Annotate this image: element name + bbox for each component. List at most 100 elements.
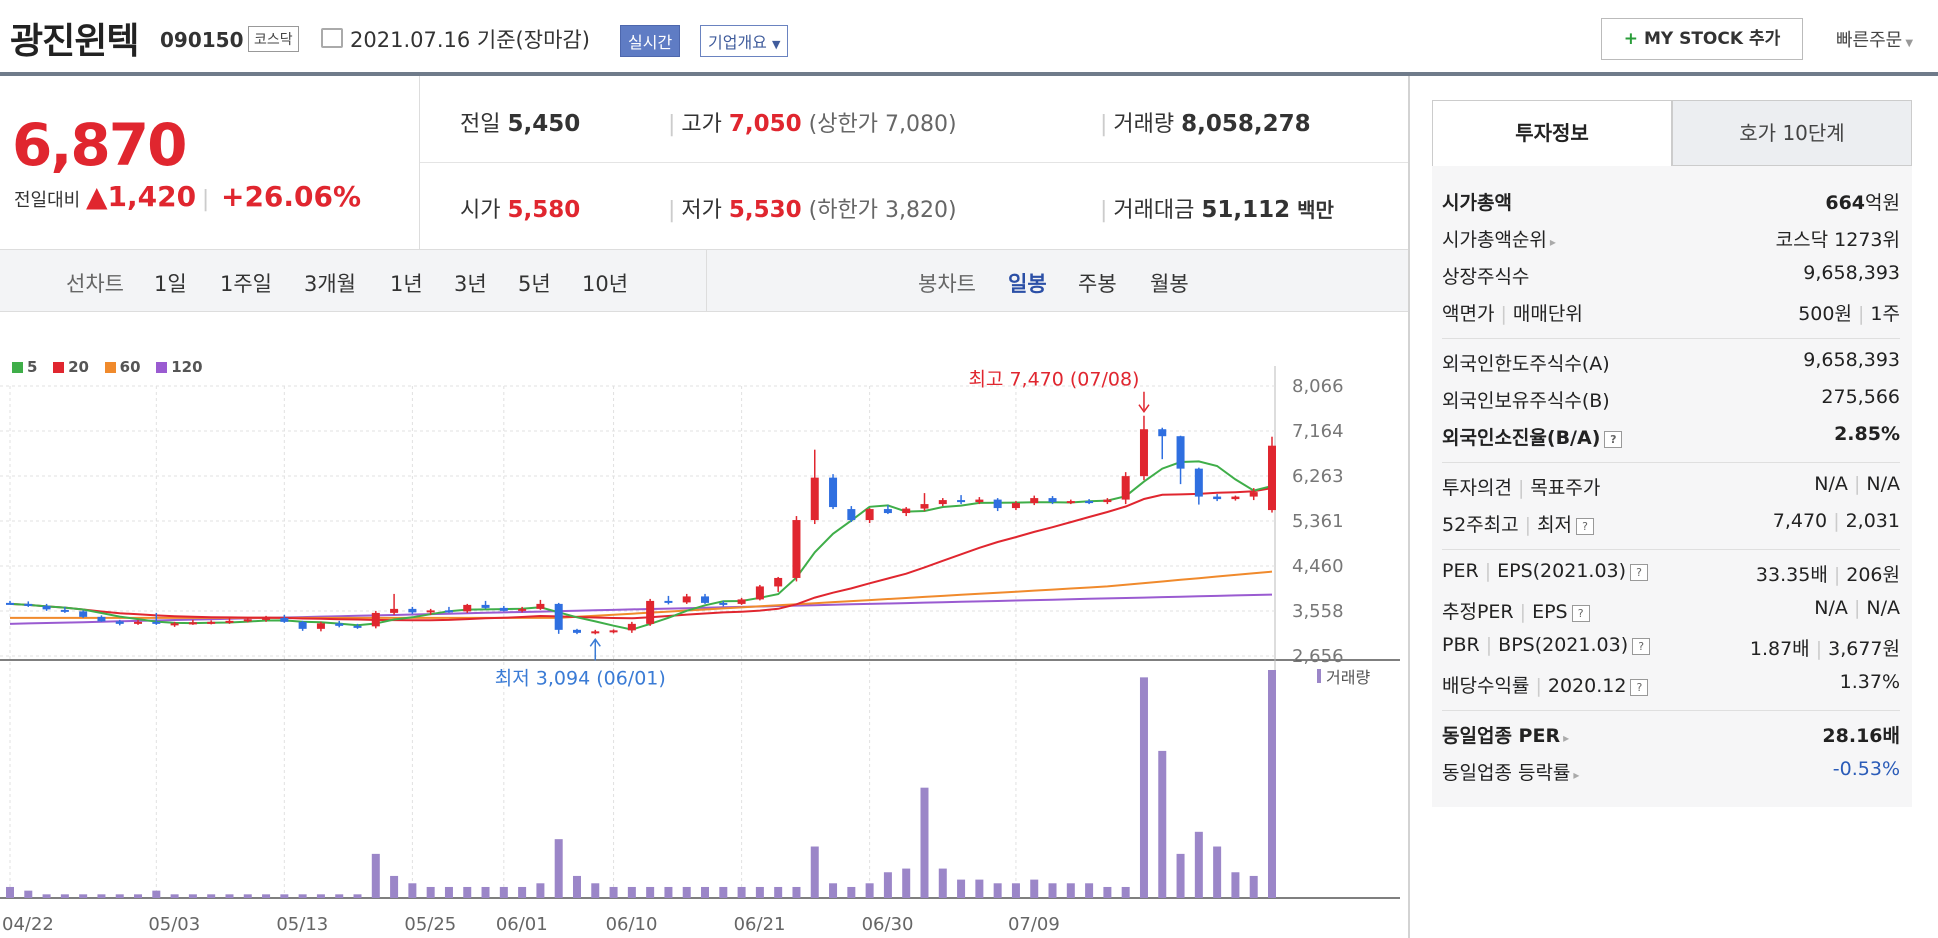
tab-hoga-10[interactable]: 호가 10단계	[1672, 100, 1912, 166]
valuation-group: PER | EPS(2021.03)? 33.35배 | 206원 추정PER | EP…	[1442, 550, 1900, 711]
tab-10year[interactable]: 10년	[582, 272, 629, 296]
price-chart[interactable]: 8,066 7,164 6,263 5,361 4,460 3,558 2,656 04/22…	[0, 338, 1400, 938]
candle-body	[536, 603, 545, 609]
low-arrow	[589, 638, 601, 661]
help-icon[interactable]: ?	[1630, 679, 1649, 696]
candle-body	[719, 602, 728, 605]
list-item[interactable]: 시가총액순위 ▸ 코스닥 1273위	[1442, 229, 1900, 251]
help-icon[interactable]: ?	[1630, 564, 1649, 581]
volume-bar	[42, 894, 51, 898]
candle-body	[6, 602, 14, 605]
tab-3year[interactable]: 3년	[454, 272, 487, 296]
volume-bar	[1011, 883, 1020, 898]
quick-order-dropdown[interactable]: 빠른주문 ▼	[1836, 26, 1913, 52]
candle-body	[1066, 501, 1075, 504]
volume-bar	[499, 886, 508, 898]
volume-bar	[829, 883, 838, 898]
volume-bar	[335, 894, 344, 898]
volume-bar	[554, 839, 563, 898]
volume-bar	[646, 886, 655, 898]
candle-body	[262, 617, 271, 620]
candle-body	[572, 629, 581, 633]
help-icon[interactable]: ?	[1632, 638, 1651, 655]
x-tick-label: 05/25	[404, 914, 456, 935]
chevron-down-icon: ▼	[771, 38, 781, 51]
volume-bar	[371, 853, 380, 898]
tab-5year[interactable]: 5년	[518, 272, 551, 296]
list-item: 액면가 | 매매단위 500원 | 1주	[1442, 303, 1900, 325]
company-overview-dropdown[interactable]: 기업개요 ▼	[700, 25, 789, 57]
list-item: PBR | BPS(2021.03)? 1.87배 | 3,677원	[1442, 634, 1900, 660]
tab-weekly[interactable]: 주봉	[1078, 272, 1117, 296]
price-change: 전일대비 ▲1,420 | +26.06%	[14, 180, 362, 213]
stock-code: 090150	[160, 28, 244, 52]
volume-bar	[737, 886, 746, 898]
price-stats: 전일 5,450 | 고가 7,050 (상한가 7,080) | 거래량 8,05…	[420, 76, 1410, 250]
volume-bar	[463, 886, 472, 898]
x-tick-label: 07/09	[1008, 914, 1060, 935]
candle-body	[829, 477, 838, 508]
tab-1day[interactable]: 1일	[154, 272, 187, 296]
line-chart-label: 선차트	[66, 272, 124, 296]
change-value: ▲1,420	[85, 180, 197, 213]
list-item[interactable]: 동일업종 등락률 ▸ -0.53%	[1442, 758, 1900, 784]
candle-body	[42, 605, 51, 610]
help-icon[interactable]: ?	[1576, 518, 1595, 535]
tab-1year[interactable]: 1년	[390, 272, 423, 296]
tab-1week[interactable]: 1주일	[220, 272, 273, 296]
volume-bar	[682, 886, 691, 898]
candle-body	[316, 623, 325, 629]
candle-body	[810, 477, 819, 521]
volume-bar	[152, 890, 161, 898]
candle-body	[188, 622, 197, 625]
candle-body	[1176, 436, 1185, 469]
candle-body	[1121, 476, 1130, 500]
legend-ma5: 5	[12, 358, 37, 376]
candle-body	[24, 603, 33, 606]
current-price-panel: 6,870 전일대비 ▲1,420 | +26.06%	[0, 76, 420, 250]
chevron-right-icon: ▸	[1563, 731, 1570, 745]
candle-body	[682, 596, 691, 603]
candle-body	[60, 609, 69, 612]
candle-body	[1139, 429, 1148, 477]
realtime-button[interactable]: 실시간	[620, 25, 681, 57]
volume-bar	[938, 868, 947, 898]
volume-bar	[572, 875, 581, 898]
candle-body	[371, 612, 380, 627]
list-item: 배당수익률 | 2020.12? 1.37%	[1442, 671, 1900, 697]
candle-body	[975, 499, 984, 503]
prev-close: 전일 5,450	[460, 111, 581, 137]
help-icon[interactable]: ?	[1604, 431, 1623, 448]
candle-body	[1268, 445, 1276, 511]
add-my-stock-button[interactable]: + MY STOCK 추가	[1601, 18, 1803, 60]
calendar-icon	[321, 28, 343, 48]
volume-bar	[79, 894, 88, 898]
tab-3month[interactable]: 3개월	[304, 272, 357, 296]
list-item: 상장주식수 9,658,393	[1442, 262, 1900, 288]
volume-bar	[134, 894, 143, 898]
tab-invest-info[interactable]: 투자정보	[1432, 100, 1672, 166]
volume-bar	[902, 868, 911, 898]
x-tick-label: 06/30	[862, 914, 914, 935]
trade-amount: | 거래대금 51,112 백만	[1100, 197, 1334, 223]
help-icon[interactable]: ?	[1571, 605, 1590, 622]
volume-bar	[719, 886, 728, 898]
tab-daily[interactable]: 일봉	[1008, 272, 1047, 296]
x-tick-label: 05/03	[148, 914, 200, 935]
volume-bar	[1158, 750, 1167, 898]
invest-tabs: 투자정보 호가 10단계	[1432, 100, 1922, 166]
candle-body	[646, 600, 655, 624]
list-item[interactable]: 동일업종 PER ▸ 28.16배	[1442, 725, 1900, 747]
candle-body	[1194, 468, 1203, 497]
volume-bar	[1231, 872, 1240, 898]
candle-body	[243, 619, 252, 622]
candle-body	[280, 617, 289, 622]
chart-period-tabs: 선차트 1일 1주일 3개월 1년 3년 5년 10년 봉차트 일봉 주봉 월봉	[0, 250, 1410, 312]
volume-bar	[957, 879, 966, 898]
high-price: | 고가 7,050 (상한가 7,080)	[668, 111, 957, 137]
candle-body	[609, 630, 618, 633]
volume-bar	[591, 883, 600, 898]
add-my-stock-label: MY STOCK 추가	[1643, 29, 1781, 49]
quick-order-label: 빠른주문	[1836, 30, 1903, 51]
tab-monthly[interactable]: 월봉	[1150, 272, 1189, 296]
